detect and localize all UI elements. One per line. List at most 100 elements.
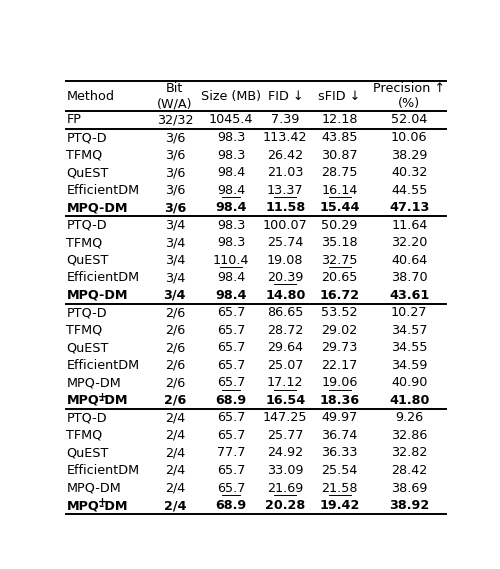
Text: 32.86: 32.86 [391,429,428,442]
Text: 3/6: 3/6 [164,131,185,144]
Text: 19.08: 19.08 [267,254,304,267]
Text: 147.25: 147.25 [263,411,308,424]
Text: 30.87: 30.87 [321,149,358,162]
Text: 32/32: 32/32 [156,113,193,126]
Text: Precision ↑
(%): Precision ↑ (%) [374,83,446,110]
Text: sFID ↓: sFID ↓ [318,90,360,103]
Text: Size (MB): Size (MB) [201,90,261,103]
Text: 65.7: 65.7 [217,341,245,354]
Text: QuEST: QuEST [66,254,109,267]
Text: TFMQ: TFMQ [66,236,102,249]
Text: 3/4: 3/4 [164,254,185,267]
Text: 38.92: 38.92 [389,499,430,512]
Text: 13.37: 13.37 [267,184,304,196]
Text: 65.7: 65.7 [217,429,245,442]
Text: 26.42: 26.42 [267,149,304,162]
Text: 44.55: 44.55 [391,184,428,196]
Text: 2/6: 2/6 [165,306,185,319]
Text: PTQ-D: PTQ-D [66,218,107,232]
Text: 2/4: 2/4 [164,499,186,512]
Text: 2/6: 2/6 [164,394,186,407]
Text: 20.39: 20.39 [267,271,304,284]
Text: 20.65: 20.65 [322,271,358,284]
Text: 17.12: 17.12 [267,376,304,389]
Text: 2/4: 2/4 [165,464,185,477]
Text: 16.72: 16.72 [320,288,360,302]
Text: 25.07: 25.07 [267,359,304,372]
Text: 29.73: 29.73 [322,341,358,354]
Text: 28.42: 28.42 [391,464,428,477]
Text: TFMQ: TFMQ [66,429,102,442]
Text: EfficientDM: EfficientDM [66,464,140,477]
Text: 65.7: 65.7 [217,306,245,319]
Text: 19.06: 19.06 [322,376,358,389]
Text: 32.82: 32.82 [391,447,428,459]
Text: 21.03: 21.03 [267,166,304,179]
Text: 41.80: 41.80 [389,394,430,407]
Text: 77.7: 77.7 [217,447,246,459]
Text: MPQ-DM: MPQ-DM [66,481,121,494]
Text: 1045.4: 1045.4 [209,113,254,126]
Text: 65.7: 65.7 [217,411,245,424]
Text: Bit
(W/A): Bit (W/A) [157,83,192,110]
Text: 65.7: 65.7 [217,376,245,389]
Text: 38.29: 38.29 [391,149,428,162]
Text: 3/6: 3/6 [164,149,185,162]
Text: 36.33: 36.33 [322,447,358,459]
Text: 22.17: 22.17 [322,359,358,372]
Text: 18.36: 18.36 [320,394,360,407]
Text: 98.4: 98.4 [217,166,245,179]
Text: 11.58: 11.58 [265,201,306,214]
Text: 33.09: 33.09 [267,464,304,477]
Text: 68.9: 68.9 [216,499,246,512]
Text: 10.06: 10.06 [391,131,428,144]
Text: 7.39: 7.39 [271,113,300,126]
Text: PTQ-D: PTQ-D [66,131,107,144]
Text: 25.77: 25.77 [267,429,304,442]
Text: 3/4: 3/4 [164,288,186,302]
Text: 65.7: 65.7 [217,324,245,337]
Text: 98.4: 98.4 [216,201,247,214]
Text: MPQ-DM: MPQ-DM [66,288,128,302]
Text: 10.27: 10.27 [391,306,428,319]
Text: 2/4: 2/4 [165,429,185,442]
Text: 43.85: 43.85 [322,131,358,144]
Text: 2/4: 2/4 [165,411,185,424]
Text: 3/6: 3/6 [164,166,185,179]
Text: 35.18: 35.18 [321,236,358,249]
Text: TFMQ: TFMQ [66,324,102,337]
Text: 38.69: 38.69 [391,481,428,494]
Text: 65.7: 65.7 [217,359,245,372]
Text: 29.02: 29.02 [322,324,358,337]
Text: 86.65: 86.65 [267,306,304,319]
Text: PTQ-D: PTQ-D [66,411,107,424]
Text: 100.07: 100.07 [263,218,308,232]
Text: 40.64: 40.64 [391,254,428,267]
Text: 3/4: 3/4 [164,218,185,232]
Text: FP: FP [66,113,82,126]
Text: 110.4: 110.4 [213,254,250,267]
Text: 98.4: 98.4 [217,184,245,196]
Text: 32.20: 32.20 [391,236,428,249]
Text: 65.7: 65.7 [217,464,245,477]
Text: PTQ-D: PTQ-D [66,306,107,319]
Text: +: + [98,392,107,402]
Text: 2/6: 2/6 [165,359,185,372]
Text: 2/6: 2/6 [165,376,185,389]
Text: 47.13: 47.13 [389,201,430,214]
Text: 34.55: 34.55 [391,341,428,354]
Text: 11.64: 11.64 [391,218,428,232]
Text: 25.74: 25.74 [267,236,304,249]
Text: 98.3: 98.3 [217,149,245,162]
Text: 21.69: 21.69 [267,481,304,494]
Text: FID ↓: FID ↓ [268,90,303,103]
Text: 32.75: 32.75 [322,254,358,267]
Text: +: + [98,497,107,508]
Text: 68.9: 68.9 [216,394,246,407]
Text: 20.28: 20.28 [265,499,306,512]
Text: 49.97: 49.97 [322,411,358,424]
Text: Method: Method [66,90,114,103]
Text: 16.54: 16.54 [265,394,306,407]
Text: 28.75: 28.75 [322,166,358,179]
Text: 98.4: 98.4 [217,271,245,284]
